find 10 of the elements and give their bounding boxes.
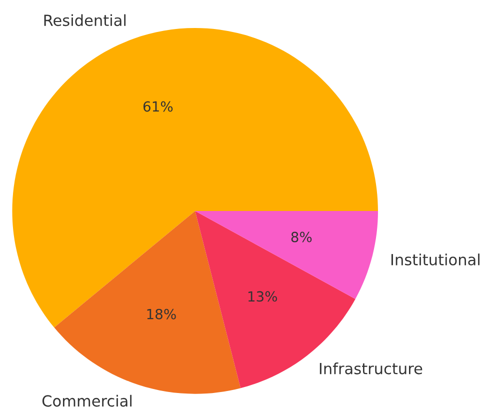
slice-label: Commercial <box>42 394 132 407</box>
slice-label: Institutional <box>391 254 480 266</box>
data-label: 13% <box>248 291 278 302</box>
slice-label: Infrastructure <box>320 362 422 374</box>
data-label: 8% <box>291 232 312 242</box>
pie-slice <box>54 210 241 394</box>
data-label: 18% <box>147 308 176 320</box>
slice-label: Residential <box>44 14 126 26</box>
pie-slice <box>12 28 378 328</box>
data-label: 61% <box>143 101 173 112</box>
